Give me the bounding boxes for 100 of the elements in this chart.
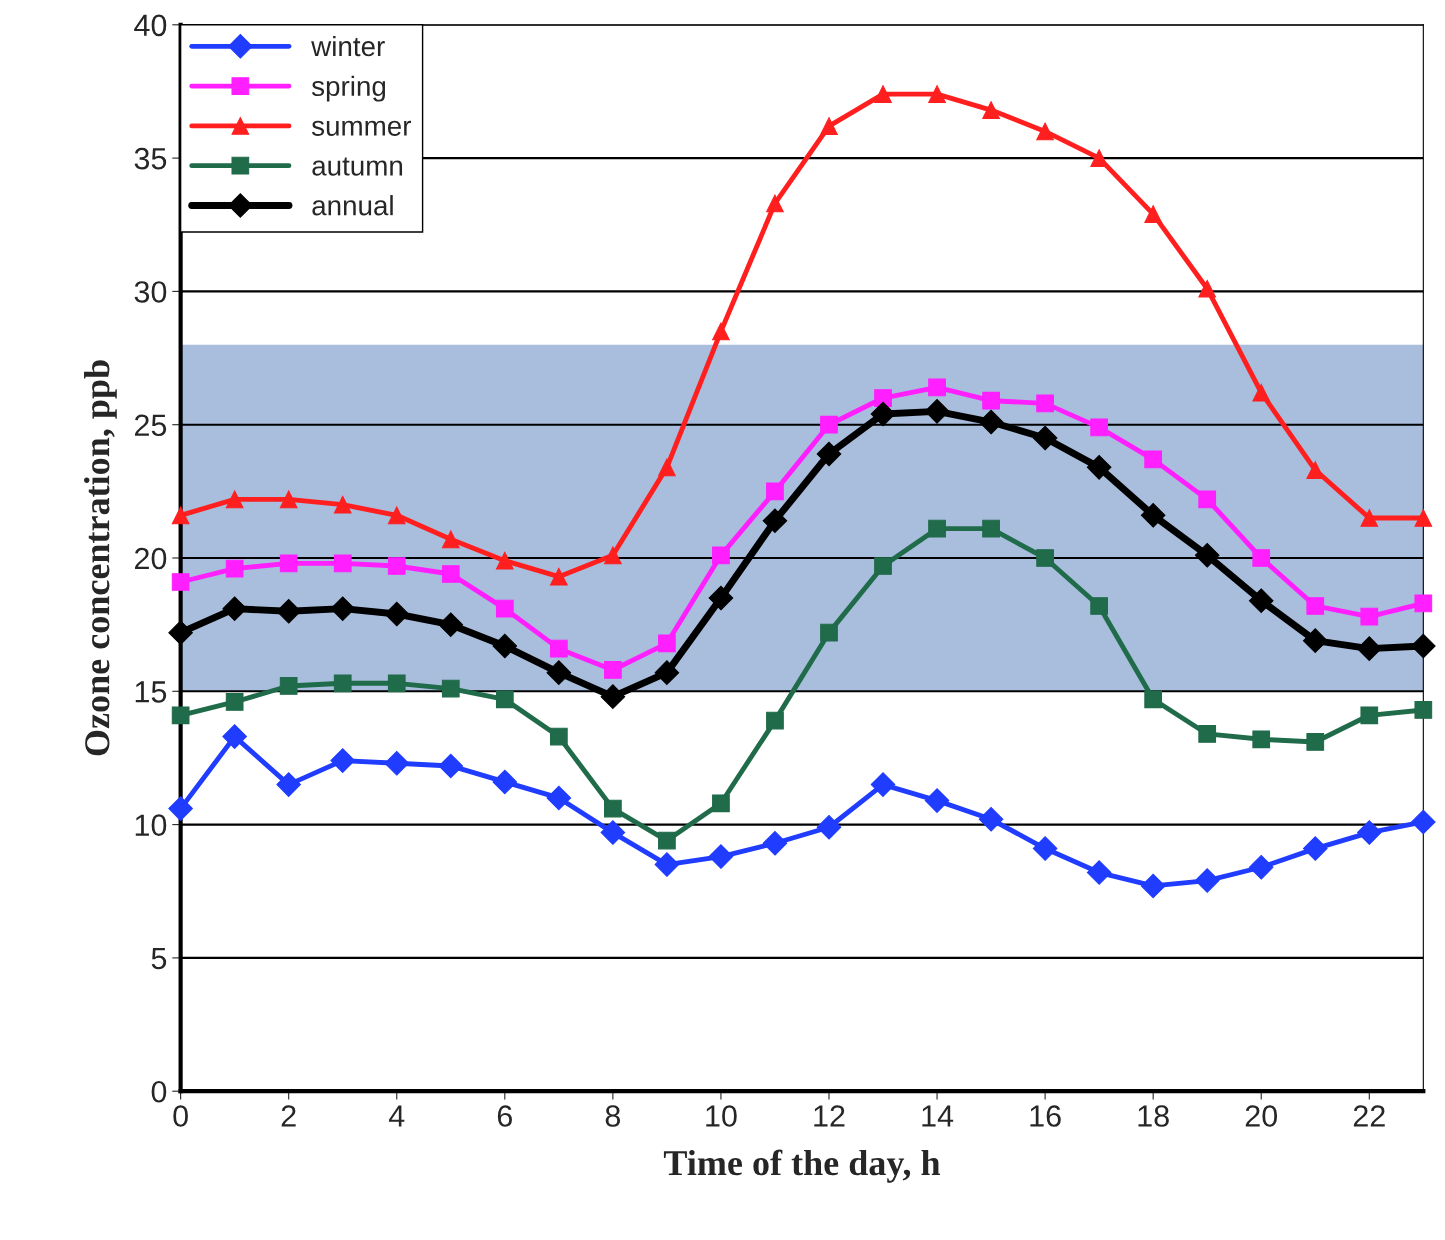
y-tick-label: 0 [151,1080,167,1103]
point [1198,490,1217,509]
point [1414,701,1433,719]
point [1360,607,1379,626]
point [928,519,946,538]
point [546,785,572,811]
point [225,693,244,711]
point [168,796,193,821]
point [1302,628,1328,653]
legend-label: spring [311,75,386,102]
point [1248,854,1274,880]
point [225,490,244,509]
point [600,684,626,709]
point [333,495,352,514]
point [168,620,193,645]
point [549,639,568,658]
point [171,573,190,591]
x-tick-label: 20 [1245,1105,1278,1127]
point [387,674,406,693]
point [1194,543,1220,568]
point [438,753,464,779]
point [1411,809,1436,835]
x-tick-label: 12 [814,1105,845,1127]
point [978,806,1004,832]
point [330,748,356,773]
point [1360,706,1379,725]
point [333,674,352,693]
point [549,567,568,586]
point [708,585,734,611]
point [874,389,892,407]
point [1306,733,1325,751]
point [654,852,680,877]
point [1198,279,1217,298]
y-tick-label: 5 [151,947,167,970]
x-tick-label: 0 [173,1105,188,1127]
point [1036,394,1054,413]
point [492,769,518,795]
point [658,831,676,850]
point [441,530,460,549]
point [1252,730,1271,749]
point [1086,860,1112,885]
point [924,399,950,424]
x-tick-label: 16 [1030,1105,1061,1127]
point [1194,868,1220,893]
legend-label: winter [311,35,385,57]
point [870,401,896,427]
legend-label: annual [312,195,393,216]
x-tick-label: 2 [281,1105,296,1127]
point [870,772,896,797]
point [762,830,788,856]
point [1032,425,1058,451]
point [708,844,734,869]
point [604,799,622,818]
point [982,391,1000,410]
point [171,506,190,525]
point [874,557,892,575]
point [600,820,626,845]
y-tick-label: 30 [134,281,167,303]
point [766,482,784,501]
point [546,660,572,685]
y-tick-label: 20 [134,547,167,570]
legend-label: summer [311,120,412,136]
point [222,596,247,621]
point [222,724,247,749]
point [982,101,1000,119]
x-tick-label: 6 [497,1105,512,1127]
point [387,557,406,575]
point [712,322,730,341]
x-tick-label: 22 [1353,1105,1385,1127]
x-tick-label: 4 [388,1105,405,1127]
x-tick-label: 18 [1138,1105,1169,1127]
point [654,660,680,685]
point [1144,690,1163,709]
point [330,596,356,621]
y-tick-label: 15 [135,681,167,703]
x-tick-label: 14 [922,1105,954,1127]
point [495,551,514,570]
point [1090,149,1108,167]
point [495,690,514,709]
point [225,559,244,578]
y-tick-label: 25 [134,414,167,437]
point [1360,509,1379,527]
point [604,546,622,565]
point [333,554,352,573]
point [384,750,410,776]
point [438,612,464,637]
point [492,633,518,659]
point [924,788,950,813]
point [276,772,301,797]
point [1252,549,1271,567]
point [1036,549,1054,567]
point [820,623,838,642]
point [279,554,298,573]
point [816,441,842,467]
point [1140,503,1166,528]
point [1302,836,1328,861]
y-tick-label: 10 [135,814,167,836]
point [928,85,946,103]
point [495,599,514,618]
point [1252,383,1271,402]
